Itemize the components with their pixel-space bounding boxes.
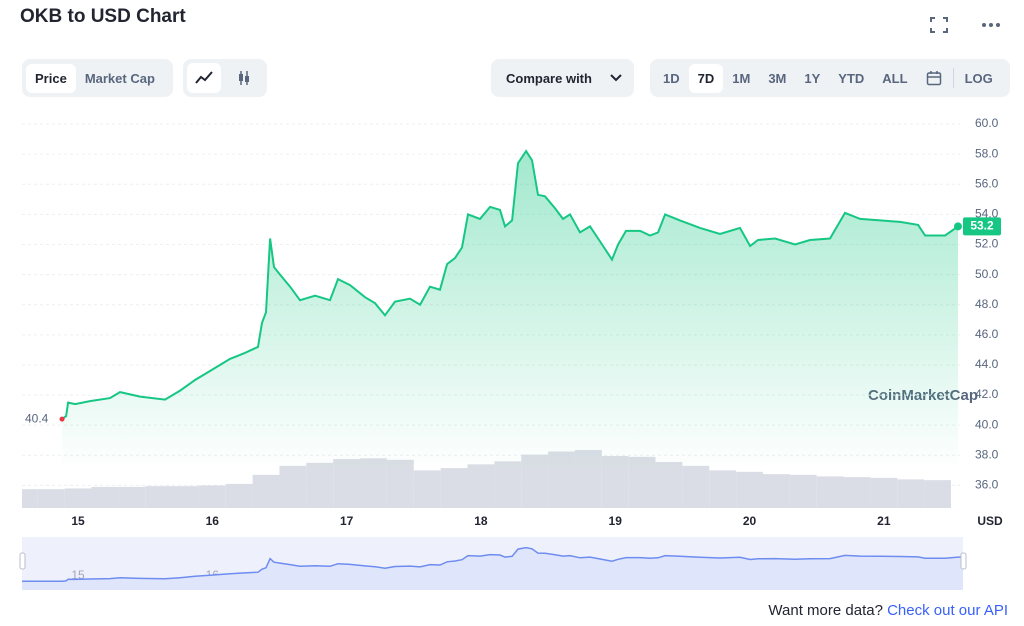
y-tick-label: 58.0 [975, 146, 999, 160]
volume-bar [279, 465, 307, 508]
y-tick-label: 54.0 [975, 207, 999, 221]
navigator-handle[interactable] [960, 552, 967, 570]
candle-style-button[interactable] [227, 63, 261, 93]
volume-bar [172, 486, 199, 508]
volume-bar [198, 485, 226, 508]
chart-style-tabs [183, 59, 267, 97]
volume-bar [897, 479, 925, 508]
view-tabs: Price Market Cap [22, 59, 173, 97]
volume-bar [306, 462, 334, 508]
y-tick-label: 38.0 [975, 447, 999, 461]
price-line [61, 149, 959, 420]
range-tab[interactable]: 1D [663, 70, 680, 86]
price-badge [963, 217, 1001, 236]
x-tick-label: 19 [609, 514, 623, 528]
more-icon[interactable] [980, 15, 1002, 35]
volume-bar [816, 476, 844, 508]
range-tab[interactable]: ALL [882, 70, 908, 86]
x-tick-label: 20 [743, 514, 757, 528]
volume-bar [440, 468, 468, 508]
volume-bar [252, 474, 280, 508]
y-tick-label: 42.0 [975, 387, 999, 401]
y-tick-label: 52.0 [975, 237, 999, 251]
chart-title: OKB to USD Chart [20, 6, 186, 27]
range-tab[interactable]: 1M [732, 70, 751, 86]
footer: Want more data? Check out our API [768, 602, 1008, 619]
x-tick-label: 21 [877, 514, 891, 528]
unit-label: USD [977, 514, 1003, 528]
y-tick-label: 50.0 [975, 267, 999, 281]
y-tick-label: 44.0 [975, 357, 999, 371]
range-tab[interactable]: 3M [768, 70, 787, 86]
volume-bar [91, 486, 119, 508]
calendar-button[interactable] [917, 63, 951, 93]
chart: CoinMarketCap USD 36.038.040.042.044.046… [19, 116, 1003, 590]
volume-bar [709, 470, 737, 508]
log-toggle[interactable]: LOG [964, 70, 993, 86]
fullscreen-icon[interactable] [928, 15, 950, 35]
volume-bar [37, 489, 65, 508]
volume-bar [843, 477, 871, 508]
volume-bar [413, 470, 441, 508]
navigator-handle[interactable] [19, 552, 26, 570]
y-tick-label: 60.0 [975, 116, 999, 130]
range-tab[interactable]: YTD [838, 70, 865, 86]
navigator-line [21, 546, 964, 582]
volume-bar [118, 486, 146, 508]
volume-bar [225, 483, 253, 508]
view-tab[interactable]: Market Cap [84, 70, 155, 86]
x-tick-label: 16 [206, 514, 220, 528]
volume-bar [64, 488, 92, 508]
volume-bar [736, 471, 763, 508]
first-point [59, 416, 65, 422]
view-tab[interactable]: Price [26, 63, 76, 93]
start-price-label: 40.4 [25, 411, 49, 425]
x-tick-label: 15 [71, 514, 85, 528]
y-tick-label: 40.0 [975, 417, 999, 431]
api-link[interactable]: Check out our API [887, 602, 1008, 619]
volume-bar [924, 480, 952, 508]
price-area [62, 151, 958, 471]
x-tick-label: 17 [340, 514, 354, 528]
range-tab[interactable]: 7D [688, 63, 724, 93]
range-tab[interactable]: 1Y [804, 70, 821, 86]
compare-dropdown[interactable]: Compare with [491, 59, 634, 97]
volume-bar [682, 465, 710, 508]
volume-bar [145, 486, 173, 508]
compare-label: Compare with [506, 70, 592, 86]
volume-bar [22, 489, 38, 508]
y-tick-label: 48.0 [975, 297, 999, 311]
current-price-label: 53.2 [970, 219, 994, 233]
volume-bar [870, 477, 898, 508]
volume-bar [467, 464, 495, 508]
footer-prompt: Want more data? [768, 602, 883, 619]
x-tick-label: 18 [474, 514, 488, 528]
last-point [953, 222, 962, 231]
volume-bar [789, 474, 817, 508]
y-tick-label: 46.0 [975, 327, 999, 341]
line-style-button[interactable] [187, 63, 221, 93]
range-tabs: 1D 7D 1M 3M 1Y YTD ALL LOG [650, 59, 1010, 97]
y-tick-label: 56.0 [975, 176, 999, 190]
volume-bar [762, 474, 790, 508]
y-tick-label: 36.0 [975, 478, 999, 492]
